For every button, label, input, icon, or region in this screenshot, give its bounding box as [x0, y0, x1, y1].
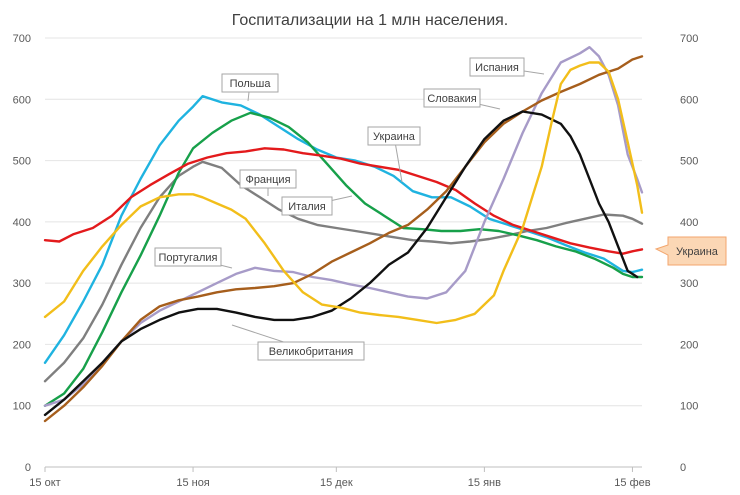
callout-Испания: Испания — [469, 57, 545, 77]
callout-box — [154, 247, 222, 267]
series-line-Франция — [43, 111, 644, 407]
y-tick-label-right: 700 — [680, 33, 698, 45]
y-tick-label-right: 400 — [680, 217, 698, 229]
y-tick-label-left: 500 — [13, 156, 31, 168]
callout-Португалия: Португалия — [154, 247, 233, 269]
x-tick-label: 15 фев — [614, 477, 650, 489]
series-lines — [43, 46, 644, 423]
callout-box — [367, 126, 421, 146]
y-tick-label-left: 100 — [13, 401, 31, 413]
callout-box — [281, 196, 333, 216]
y-tick-label-right: 100 — [680, 401, 698, 413]
callout-label: Словакия — [427, 93, 476, 105]
x-axis: 15 окт 15 ноя 15 дек 15 янв 15 фев — [29, 467, 651, 489]
callout-label: Франция — [245, 174, 290, 186]
chart-title: Госпитализации на 1 млн населения. — [232, 12, 509, 29]
series-line-Италия — [43, 160, 644, 383]
callout-Украина: Украина — [367, 126, 421, 183]
callout-box — [469, 57, 525, 77]
y-tick-label-right: 300 — [680, 278, 698, 290]
series-line-Украина — [43, 147, 644, 255]
y-tick-label-left: 700 — [13, 33, 31, 45]
y-tick-label-right: 500 — [680, 156, 698, 168]
series-line-Португалия — [43, 46, 644, 407]
badge-shape — [654, 236, 727, 266]
callout-label: Португалия — [159, 252, 218, 264]
callout-box — [221, 73, 279, 93]
callout-label: Испания — [475, 62, 519, 74]
x-tick-label: 15 дек — [320, 477, 353, 489]
callout-box — [423, 88, 481, 108]
callout-label: Украина — [373, 131, 416, 143]
y-tick-label-right: 600 — [680, 94, 698, 106]
y-tick-label-left: 600 — [13, 94, 31, 106]
callout-Италия: Италия — [281, 195, 353, 216]
callout-Франция: Франция — [239, 169, 297, 196]
y-tick-label-right: 200 — [680, 339, 698, 351]
callout-Великобритания: Великобритания — [231, 324, 365, 361]
series-callouts: Польша Франция Италия Украина Португалия Вели… — [154, 57, 545, 361]
y-tick-label-left: 0 — [25, 462, 31, 474]
y-tick-label-left: 400 — [13, 217, 31, 229]
callout-Словакия: Словакия — [423, 88, 501, 110]
callout-label: Великобритания — [269, 346, 354, 358]
callout-label: Польша — [230, 78, 272, 90]
gridlines — [45, 37, 642, 468]
series-line-Великобритания — [43, 61, 644, 325]
x-tick-label: 15 янв — [468, 477, 501, 489]
callout-box — [239, 169, 297, 189]
x-tick-label: 15 окт — [29, 477, 60, 489]
callout-box — [257, 341, 365, 361]
ukraine-end-badge: Украина — [654, 236, 727, 266]
right-y-axis: 0 100 200 300 400 500 600 700 — [680, 33, 698, 474]
y-tick-label-left: 200 — [13, 339, 31, 351]
series-line-Словакия — [43, 110, 639, 417]
x-tick-label: 15 ноя — [176, 477, 209, 489]
callout-label: Италия — [288, 201, 326, 213]
y-tick-label-right: 0 — [680, 462, 686, 474]
left-y-axis: 0 100 200 300 400 500 600 700 — [13, 33, 31, 474]
callout-Польша: Польша — [221, 73, 279, 102]
badge-label: Украина — [676, 246, 719, 258]
series-line-Испания — [43, 55, 644, 423]
y-tick-label-left: 300 — [13, 278, 31, 290]
